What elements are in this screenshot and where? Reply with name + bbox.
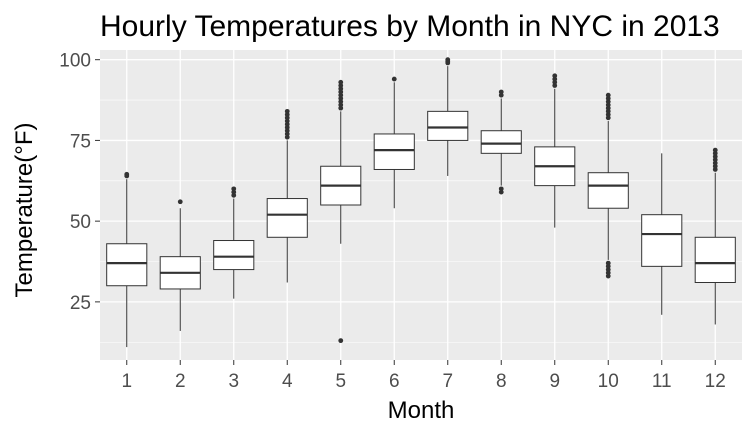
- y-tick-label: 25: [70, 293, 91, 314]
- box-iqr: [427, 110, 469, 141]
- x-tick-label: 3: [228, 371, 239, 392]
- box-iqr: [373, 133, 415, 170]
- outlier-point: [498, 89, 504, 95]
- outlier-point: [605, 260, 611, 266]
- box-month-1: [106, 171, 148, 348]
- box-month-11: [641, 153, 683, 315]
- x-axis: 1 2 3 4 5 6 7 8 9 10 11 12: [121, 360, 726, 392]
- x-tick-label: 12: [705, 371, 726, 392]
- outlier-point: [338, 338, 344, 344]
- x-tick-label: 1: [121, 371, 132, 392]
- box-month-3: [213, 186, 255, 299]
- box-month-7: [427, 57, 469, 176]
- plot-panel: [100, 50, 742, 360]
- y-axis: 25 50 75 100: [59, 51, 100, 314]
- outlier-point: [338, 79, 344, 85]
- x-tick-label: 7: [442, 371, 453, 392]
- box-month-5: [320, 79, 362, 344]
- x-axis-title: Month: [388, 397, 455, 424]
- x-tick-label: 4: [282, 371, 293, 392]
- y-axis-title: Temperature(°F): [11, 123, 38, 298]
- x-tick-label: 2: [175, 371, 186, 392]
- outlier-point: [124, 171, 130, 177]
- chart-title: Hourly Temperatures by Month in NYC in 2…: [100, 10, 720, 43]
- x-tick-label: 6: [389, 371, 400, 392]
- box-month-8: [480, 89, 522, 195]
- outlier-point: [445, 57, 451, 63]
- outlier-point: [284, 108, 290, 114]
- box-month-4: [266, 108, 308, 283]
- box-month-9: [534, 73, 576, 228]
- outlier-point: [498, 186, 504, 192]
- outlier-point: [605, 92, 611, 98]
- box-iqr: [694, 236, 736, 284]
- outlier-point: [391, 76, 397, 82]
- box-iqr: [587, 172, 629, 209]
- box-iqr: [213, 240, 255, 271]
- box-month-6: [373, 76, 415, 209]
- box-month-2: [159, 199, 201, 331]
- box-iqr: [106, 243, 148, 287]
- x-tick-label: 5: [335, 371, 346, 392]
- minor-gridlines: [100, 99, 742, 343]
- box-series: [106, 57, 736, 348]
- x-tick-label: 10: [598, 371, 619, 392]
- y-tick-label: 100: [59, 51, 91, 72]
- box-iqr: [480, 130, 522, 154]
- box-iqr: [266, 198, 308, 238]
- outlier-point: [231, 186, 237, 192]
- outlier-point: [712, 147, 718, 153]
- box-month-12: [694, 147, 736, 325]
- y-tick-label: 75: [70, 131, 91, 152]
- box-iqr: [641, 214, 683, 267]
- outlier-point: [177, 199, 183, 205]
- y-tick-label: 50: [70, 212, 91, 233]
- x-tick-label: 11: [652, 371, 672, 392]
- box-month-10: [587, 92, 629, 279]
- x-tick-label: 8: [496, 371, 507, 392]
- x-tick-label: 9: [549, 371, 560, 392]
- outlier-point: [552, 73, 558, 79]
